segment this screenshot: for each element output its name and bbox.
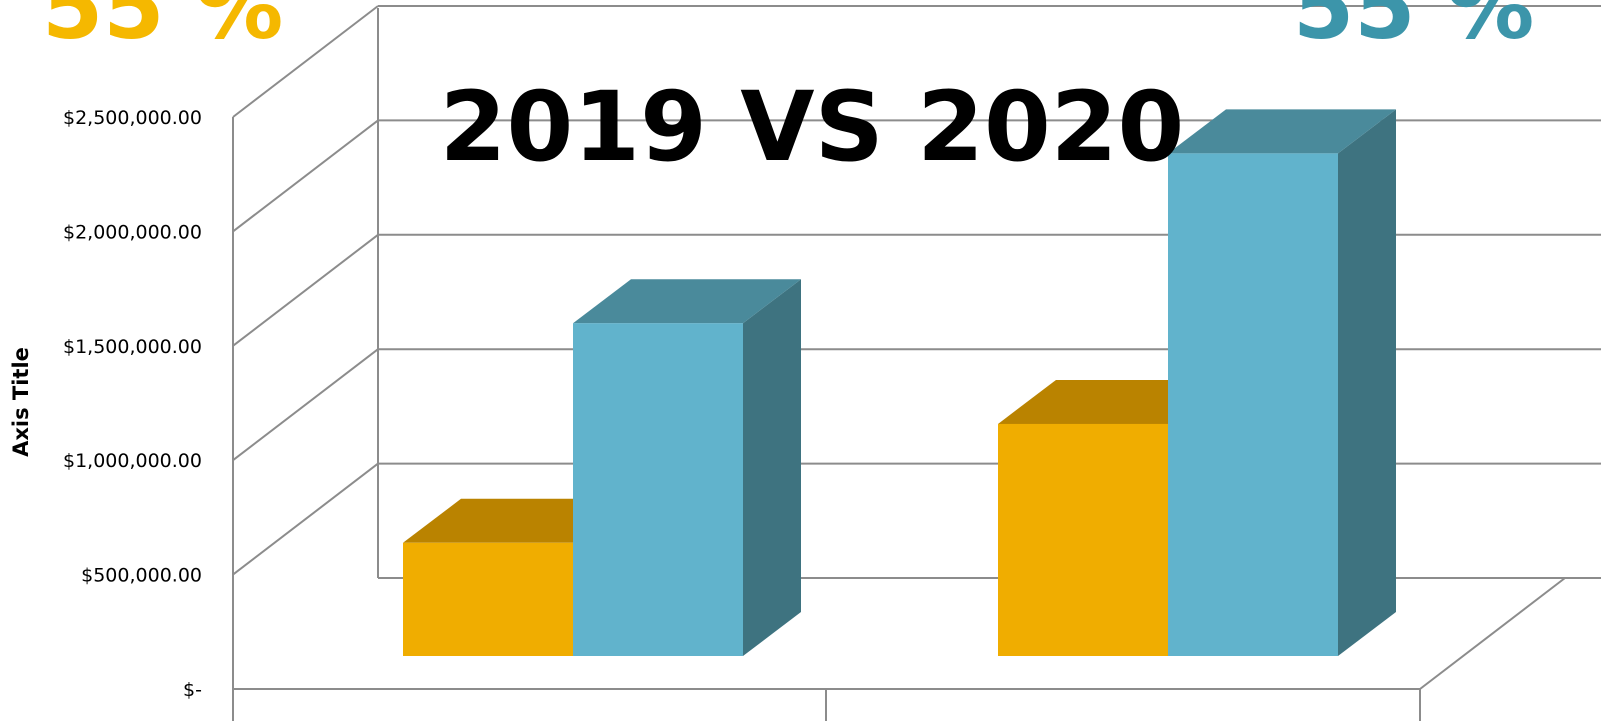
gridline-diagonal: [232, 5, 379, 118]
chart-walls: [232, 8, 1566, 721]
bar-top: [1168, 109, 1396, 154]
y-tick-label: $1,000,000.00: [63, 450, 202, 472]
y-axis-ticks: $- $500,000.00 $1,000,000.00 $1,500,000.00 $…: [63, 107, 202, 701]
y-tick-label: $-: [183, 679, 202, 701]
y-tick-label: $2,500,000.00: [63, 107, 202, 129]
bar: [1168, 153, 1338, 656]
gridline-diagonal: [232, 234, 379, 347]
y-tick-label: $500,000.00: [81, 565, 202, 587]
bar: [403, 542, 573, 656]
bars: [403, 109, 1396, 657]
gridline-diagonal: [232, 348, 379, 461]
gridline-diagonal: [232, 462, 379, 576]
right-percentage-label: 55 %: [1293, 0, 1534, 59]
left-percentage-label: 55 %: [42, 0, 283, 59]
floor-right-edge: [1419, 577, 1566, 690]
y-axis-title: Axis Title: [9, 347, 33, 457]
y-tick-label: $2,000,000.00: [63, 221, 202, 243]
y-tick-label: $1,500,000.00: [63, 336, 202, 358]
bar-side: [1338, 109, 1396, 657]
gridline-diagonal: [232, 119, 379, 233]
bar-top: [573, 279, 801, 324]
bar-side: [743, 279, 801, 656]
bar: [573, 323, 743, 656]
bar: [998, 423, 1168, 656]
chart-title: 2019 VS 2020: [440, 71, 1185, 183]
